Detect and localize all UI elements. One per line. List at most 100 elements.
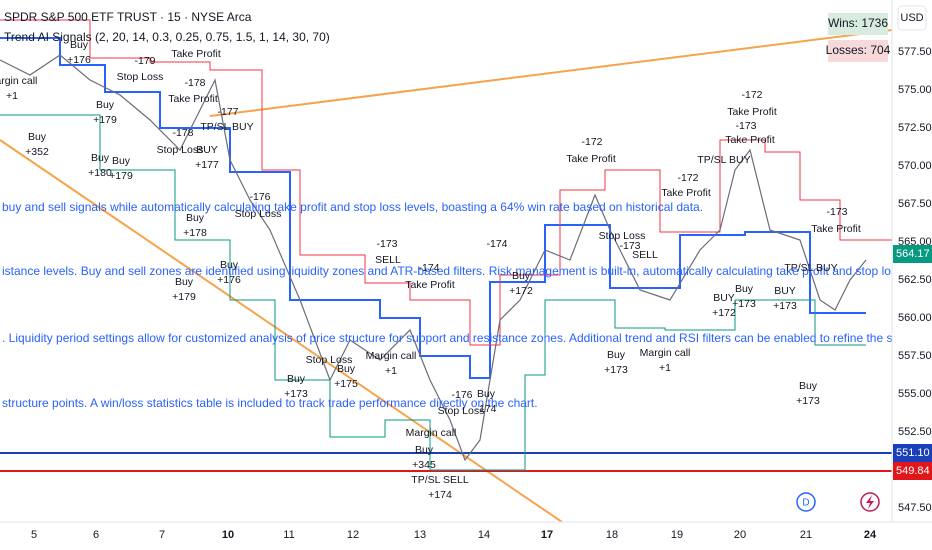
trailing-line	[0, 37, 866, 379]
signal-label: +173	[732, 298, 756, 310]
price-label: 577.50	[898, 46, 932, 58]
signal-label: -174	[486, 238, 507, 250]
indicator-title: Trend AI Signals (2, 20, 14, 0.3, 0.25, …	[4, 30, 330, 44]
signal-label: BUY	[196, 144, 218, 156]
signal-label: -173	[735, 120, 756, 132]
price-tag	[893, 444, 932, 462]
date-label: 21	[800, 529, 812, 541]
signal-label: Margin call	[640, 347, 691, 359]
price-tag	[893, 245, 932, 263]
signal-label: Buy	[28, 131, 47, 143]
date-label: 14	[478, 529, 490, 541]
price-axis: 577.50 575.00 572.50 570.00 567.50 565.00 562.…	[893, 46, 932, 514]
signal-label: +1	[659, 362, 671, 374]
signal-label: Buy	[415, 444, 434, 456]
signal-label: Buy	[91, 152, 110, 164]
price-tag-label: 549.84	[896, 465, 930, 477]
signal-label: Take Profit	[171, 48, 221, 60]
signal-label: -173	[826, 206, 847, 218]
date-label: 13	[414, 529, 426, 541]
signal-label: TP/SL BUY	[784, 262, 837, 274]
symbol-title: SPDR S&P 500 ETF TRUST · 15 · NYSE Arca	[4, 10, 252, 24]
signal-label: +352	[25, 146, 49, 158]
signal-label: +1	[6, 90, 18, 102]
description-line: buy and sell signals while automatically…	[2, 200, 703, 214]
trend-line	[209, 29, 892, 117]
signal-label: TP/SL BUY	[200, 121, 253, 133]
event-icon-bolt	[866, 495, 874, 509]
signal-label: +345	[412, 459, 436, 471]
signal-label: SELL	[632, 249, 658, 261]
time-axis: 5 6 7 10 11 12 13 14 17 18 19 20 21 24	[31, 529, 877, 541]
signal-label: -178	[184, 77, 205, 89]
signal-label: -176	[249, 191, 270, 203]
signal-label: +178	[183, 227, 207, 239]
signal-label: Buy	[186, 212, 205, 224]
date-label: 18	[606, 529, 618, 541]
signal-label: +172	[712, 307, 736, 319]
price-label: 560.00	[898, 312, 932, 324]
signal-label: Margin call	[406, 427, 457, 439]
signal-label: -172	[741, 89, 762, 101]
signal-label: Buy	[337, 363, 356, 375]
signal-label: Buy	[512, 270, 531, 282]
price-label: 575.00	[898, 84, 932, 96]
signal-label: -172	[581, 136, 602, 148]
dividend-icon-label: D	[802, 498, 809, 509]
signal-label: Take Profit	[811, 223, 861, 235]
signal-label: +176	[67, 54, 91, 66]
signal-label: Buy	[220, 259, 239, 271]
signal-label: Margin call	[366, 350, 417, 362]
signals: Take Profit -179 Stop Loss -178 Take Profit -…	[0, 39, 861, 501]
signal-label: +173	[773, 300, 797, 312]
losses-box	[828, 40, 888, 62]
dividend-icon[interactable]	[796, 492, 816, 512]
signal-label: Stop Loss	[157, 144, 204, 156]
date-label: 5	[31, 529, 37, 541]
signal-label: Margin call	[0, 75, 37, 87]
date-label: 24	[864, 529, 877, 541]
price-label: 567.50	[898, 198, 932, 210]
signal-label: BUY	[713, 292, 735, 304]
signal-label: -174	[418, 262, 439, 274]
date-label: 20	[734, 529, 746, 541]
signal-label: Buy	[735, 283, 754, 295]
signal-label: Take Profit	[661, 187, 711, 199]
signal-label: -172	[677, 172, 698, 184]
date-label: 11	[283, 529, 294, 541]
signal-label: -179	[134, 55, 155, 67]
price-tag	[893, 462, 932, 480]
signal-label: +175	[334, 378, 358, 390]
signal-label: Buy	[175, 276, 194, 288]
currency[interactable]: USD	[900, 12, 923, 24]
signal-label: -176	[451, 389, 472, 401]
price-tag-label: 551.10	[896, 447, 930, 459]
signal-label: +174	[428, 489, 452, 501]
description-line: structure points. A win/loss statistics …	[2, 396, 538, 410]
signal-label: Buy	[287, 373, 306, 385]
date-label: 17	[541, 529, 553, 541]
losses: Losses: 704	[826, 43, 891, 57]
signal-label: -178	[172, 127, 193, 139]
signal-label: SELL	[375, 254, 401, 266]
price-label: 555.00	[898, 388, 932, 400]
wins-box	[828, 13, 888, 35]
signal-label: Buy	[799, 380, 818, 392]
signal-label: +180	[88, 167, 112, 179]
support-line	[0, 114, 866, 471]
date-label: 6	[93, 529, 99, 541]
signal-label: +176	[217, 274, 241, 286]
description-line: . Liquidity period settings allow for cu…	[2, 331, 932, 345]
price-label: 557.50	[898, 350, 932, 362]
signal-label: +179	[93, 114, 117, 126]
signal-label: Take Profit	[405, 279, 455, 291]
signal-label: -173	[376, 238, 397, 250]
signal-label: Buy	[607, 349, 626, 361]
signal-label: Buy	[112, 155, 131, 167]
signal-label: Stop Loss	[306, 354, 353, 366]
currency-button[interactable]	[897, 5, 927, 31]
signal-label: +173	[796, 395, 820, 407]
signal-label: Take Profit	[168, 93, 218, 105]
signal-label: Stop Loss	[599, 230, 646, 242]
signal-label: Stop Loss	[235, 208, 282, 220]
